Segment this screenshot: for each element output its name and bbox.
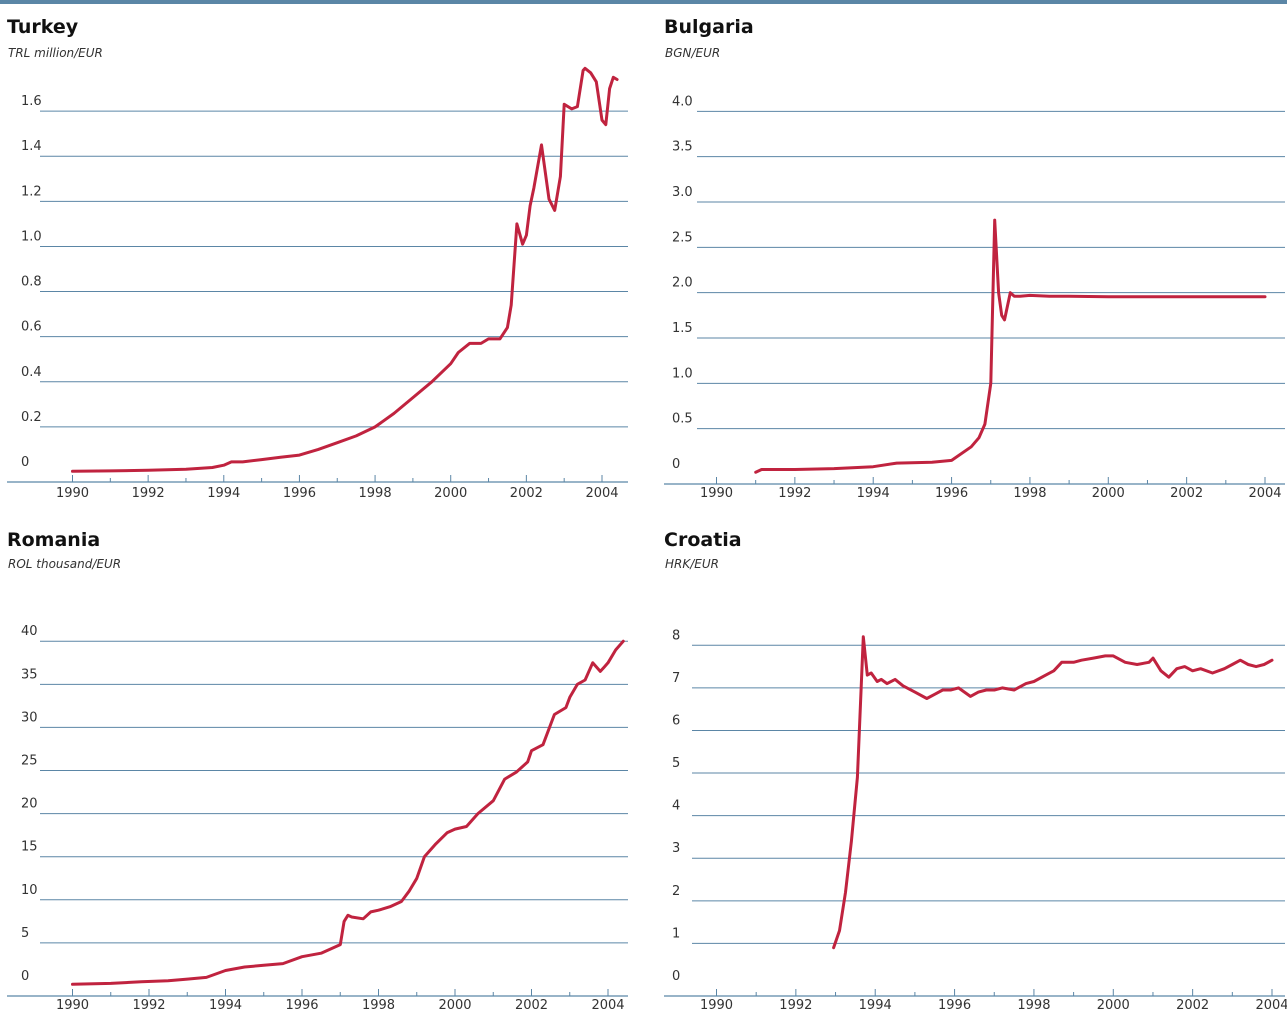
y-tick-label: 0.4 <box>21 365 42 380</box>
y-tick-label: 0 <box>21 969 29 984</box>
series-line-bulgaria <box>754 218 1267 474</box>
x-tick-label: 2002 <box>1170 486 1203 501</box>
series-line-croatia <box>832 635 1274 950</box>
x-tick-label: 1992 <box>778 486 811 501</box>
y-tick-label: 1.4 <box>21 139 42 154</box>
x-tick-label: 1994 <box>857 486 890 501</box>
x-tick-label: 1990 <box>700 486 733 501</box>
x-tick-label: 2000 <box>434 486 467 501</box>
x-tick-label: 1990 <box>700 998 733 1013</box>
y-axis-unit-label: TRL million/EUR <box>8 46 103 60</box>
x-tick-label: 2004 <box>585 486 618 501</box>
y-tick-label: 2.5 <box>672 230 693 245</box>
y-tick-label: 0 <box>672 969 680 984</box>
chart-title: Romania <box>7 529 100 551</box>
y-tick-label: 0.8 <box>21 275 42 290</box>
series-line-romania <box>71 639 625 986</box>
x-tick-label: 2004 <box>591 998 624 1013</box>
y-axis-unit-label: HRK/EUR <box>665 557 719 571</box>
chart-panel-turkey: Turkey TRL million/EUR 0 0.2 0.4 0.6 0.8 1.0 1.2… <box>7 16 628 501</box>
chart-title: Croatia <box>664 529 742 551</box>
x-tick-label: 1996 <box>285 998 318 1013</box>
y-tick-label: 0 <box>672 457 680 472</box>
chart-title: Turkey <box>7 16 79 38</box>
y-tick-label: 1.6 <box>21 94 42 109</box>
y-tick-label: 2 <box>672 884 680 899</box>
y-axis-unit-label: BGN/EUR <box>665 46 720 60</box>
y-tick-label: 15 <box>21 840 38 855</box>
y-tick-label: 1.2 <box>21 184 42 199</box>
x-tick-label: 1992 <box>779 998 812 1013</box>
y-axis-unit-label: ROL thousand/EUR <box>8 557 121 571</box>
x-tick-label: 1994 <box>207 486 240 501</box>
x-tick-label: 2004 <box>1255 998 1287 1013</box>
y-tick-label: 1 <box>672 926 680 941</box>
x-tick-label: 2002 <box>515 998 548 1013</box>
y-tick-label: 5 <box>21 926 29 941</box>
chart-panel-croatia: Croatia HRK/EUR 0 1 2 3 4 5 6 7 8 1990 1992 1994 1996 1… <box>664 529 1287 1013</box>
y-tick-label: 20 <box>21 797 38 812</box>
y-tick-label: 25 <box>21 754 38 769</box>
y-tick-label: 3 <box>672 841 680 856</box>
y-tick-label: 3.0 <box>672 185 693 200</box>
y-tick-label: 2.0 <box>672 276 693 291</box>
y-tick-label: 40 <box>21 624 38 639</box>
x-tick-label: 1998 <box>362 998 395 1013</box>
x-tick-label: 1992 <box>132 998 165 1013</box>
y-tick-label: 30 <box>21 710 38 725</box>
chart-panel-bulgaria: Bulgaria BGN/EUR 0 0.5 1.0 1.5 2.0 2.5 3.0 3.5 4.0… <box>664 16 1285 501</box>
x-tick-label: 1998 <box>1013 486 1046 501</box>
y-tick-label: 1.5 <box>672 321 693 336</box>
chart-panel-romania: Romania ROL thousand/EUR 0 5 10 15 20 25 30 35 40 1… <box>7 529 628 1013</box>
x-tick-label: 1994 <box>209 998 242 1013</box>
series-line-turkey <box>71 66 619 473</box>
y-tick-label: 8 <box>672 628 680 643</box>
y-tick-label: 7 <box>672 671 680 686</box>
y-tick-label: 0.5 <box>672 412 693 427</box>
y-tick-label: 5 <box>672 756 680 771</box>
y-tick-label: 3.5 <box>672 140 693 155</box>
x-tick-label: 2004 <box>1248 486 1281 501</box>
chart-title: Bulgaria <box>664 16 754 38</box>
y-tick-label: 4 <box>672 799 680 814</box>
x-tick-label: 2002 <box>510 486 543 501</box>
y-tick-label: 4.0 <box>672 94 693 109</box>
x-tick-label: 1996 <box>938 998 971 1013</box>
x-tick-label: 2002 <box>1176 998 1209 1013</box>
x-tick-label: 2000 <box>1092 486 1125 501</box>
top-rule <box>0 0 1287 4</box>
x-tick-label: 1998 <box>1017 998 1050 1013</box>
x-tick-label: 2000 <box>438 998 471 1013</box>
y-tick-label: 0 <box>21 455 29 470</box>
y-tick-label: 6 <box>672 713 680 728</box>
x-tick-label: 1994 <box>859 998 892 1013</box>
x-tick-label: 1996 <box>935 486 968 501</box>
y-tick-label: 10 <box>21 883 38 898</box>
x-tick-label: 1992 <box>132 486 165 501</box>
y-tick-label: 35 <box>21 667 38 682</box>
y-tick-label: 0.6 <box>21 320 42 335</box>
x-tick-label: 2000 <box>1097 998 1130 1013</box>
x-tick-label: 1998 <box>359 486 392 501</box>
x-tick-label: 1990 <box>56 998 89 1013</box>
y-tick-label: 1.0 <box>21 229 42 244</box>
y-tick-label: 1.0 <box>672 366 693 381</box>
x-tick-label: 1996 <box>283 486 316 501</box>
y-tick-label: 0.2 <box>21 410 42 425</box>
x-tick-label: 1990 <box>56 486 89 501</box>
